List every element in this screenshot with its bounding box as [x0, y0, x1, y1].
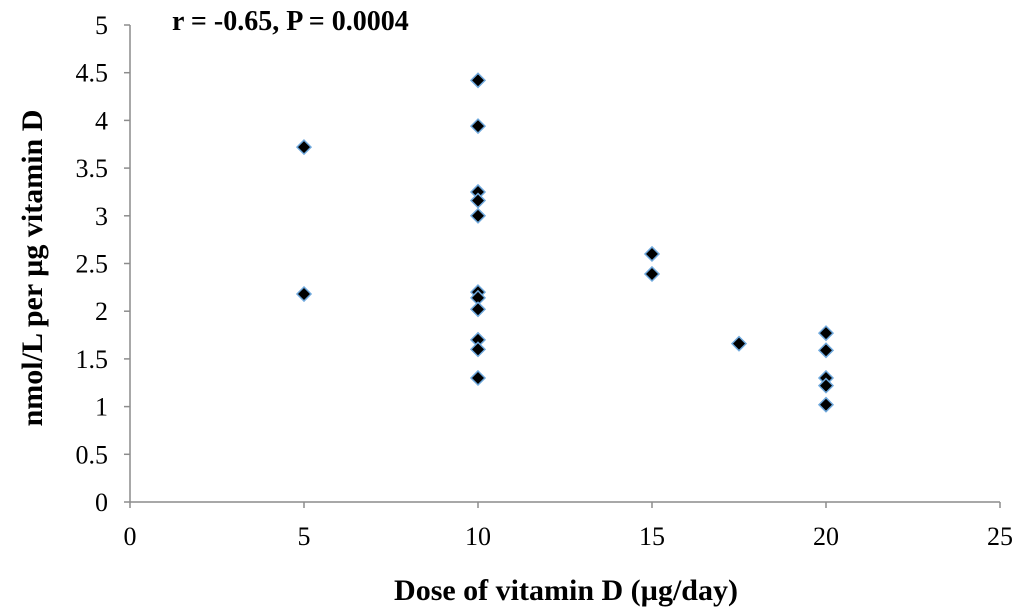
x-tick-label: 25: [987, 522, 1013, 551]
data-point: [643, 245, 661, 263]
y-tick-label: 4.5: [76, 59, 109, 88]
data-point: [295, 139, 313, 156]
data-point: [817, 396, 835, 413]
x-axis-title: Dose of vitamin D (µg/day): [394, 574, 738, 607]
x-tick-label: 0: [124, 522, 137, 551]
data-point: [469, 72, 487, 89]
y-tick-label: 3.5: [76, 154, 109, 183]
y-axis-title: nmol/L per µg vitamin D: [16, 110, 49, 427]
data-point: [469, 369, 487, 387]
y-tick-label: 4: [95, 106, 108, 135]
axes: 0 0.5 1 1.5 2 2.5 3 3.5 4 4.5 5 0 5 10 15 20 25: [76, 11, 1014, 551]
data-point: [817, 377, 835, 394]
y-tick-label: 0.5: [76, 440, 109, 469]
data-points: [295, 72, 835, 413]
data-point: [469, 192, 487, 209]
data-point: [295, 285, 313, 303]
data-point: [469, 341, 487, 358]
y-tick-label: 2: [95, 297, 108, 326]
correlation-annotation: r = -0.65, P = 0.0004: [172, 6, 409, 37]
data-point: [469, 301, 487, 318]
y-tick-label: 1: [95, 393, 108, 422]
y-tick-label: 5: [95, 11, 108, 40]
x-tick-label: 20: [813, 522, 839, 551]
y-tick-label: 0: [95, 488, 108, 517]
y-tick-label: 1.5: [76, 345, 109, 374]
data-point: [817, 325, 835, 342]
x-tick-label: 5: [298, 522, 311, 551]
data-point: [643, 265, 661, 283]
x-tick-label: 10: [465, 522, 491, 551]
data-point: [469, 118, 487, 135]
data-point: [730, 335, 748, 352]
y-tick-label: 2.5: [76, 250, 109, 279]
x-tick-label: 15: [639, 522, 665, 551]
y-tick-label: 3: [95, 202, 108, 231]
data-point: [469, 207, 487, 224]
data-point: [817, 342, 835, 359]
